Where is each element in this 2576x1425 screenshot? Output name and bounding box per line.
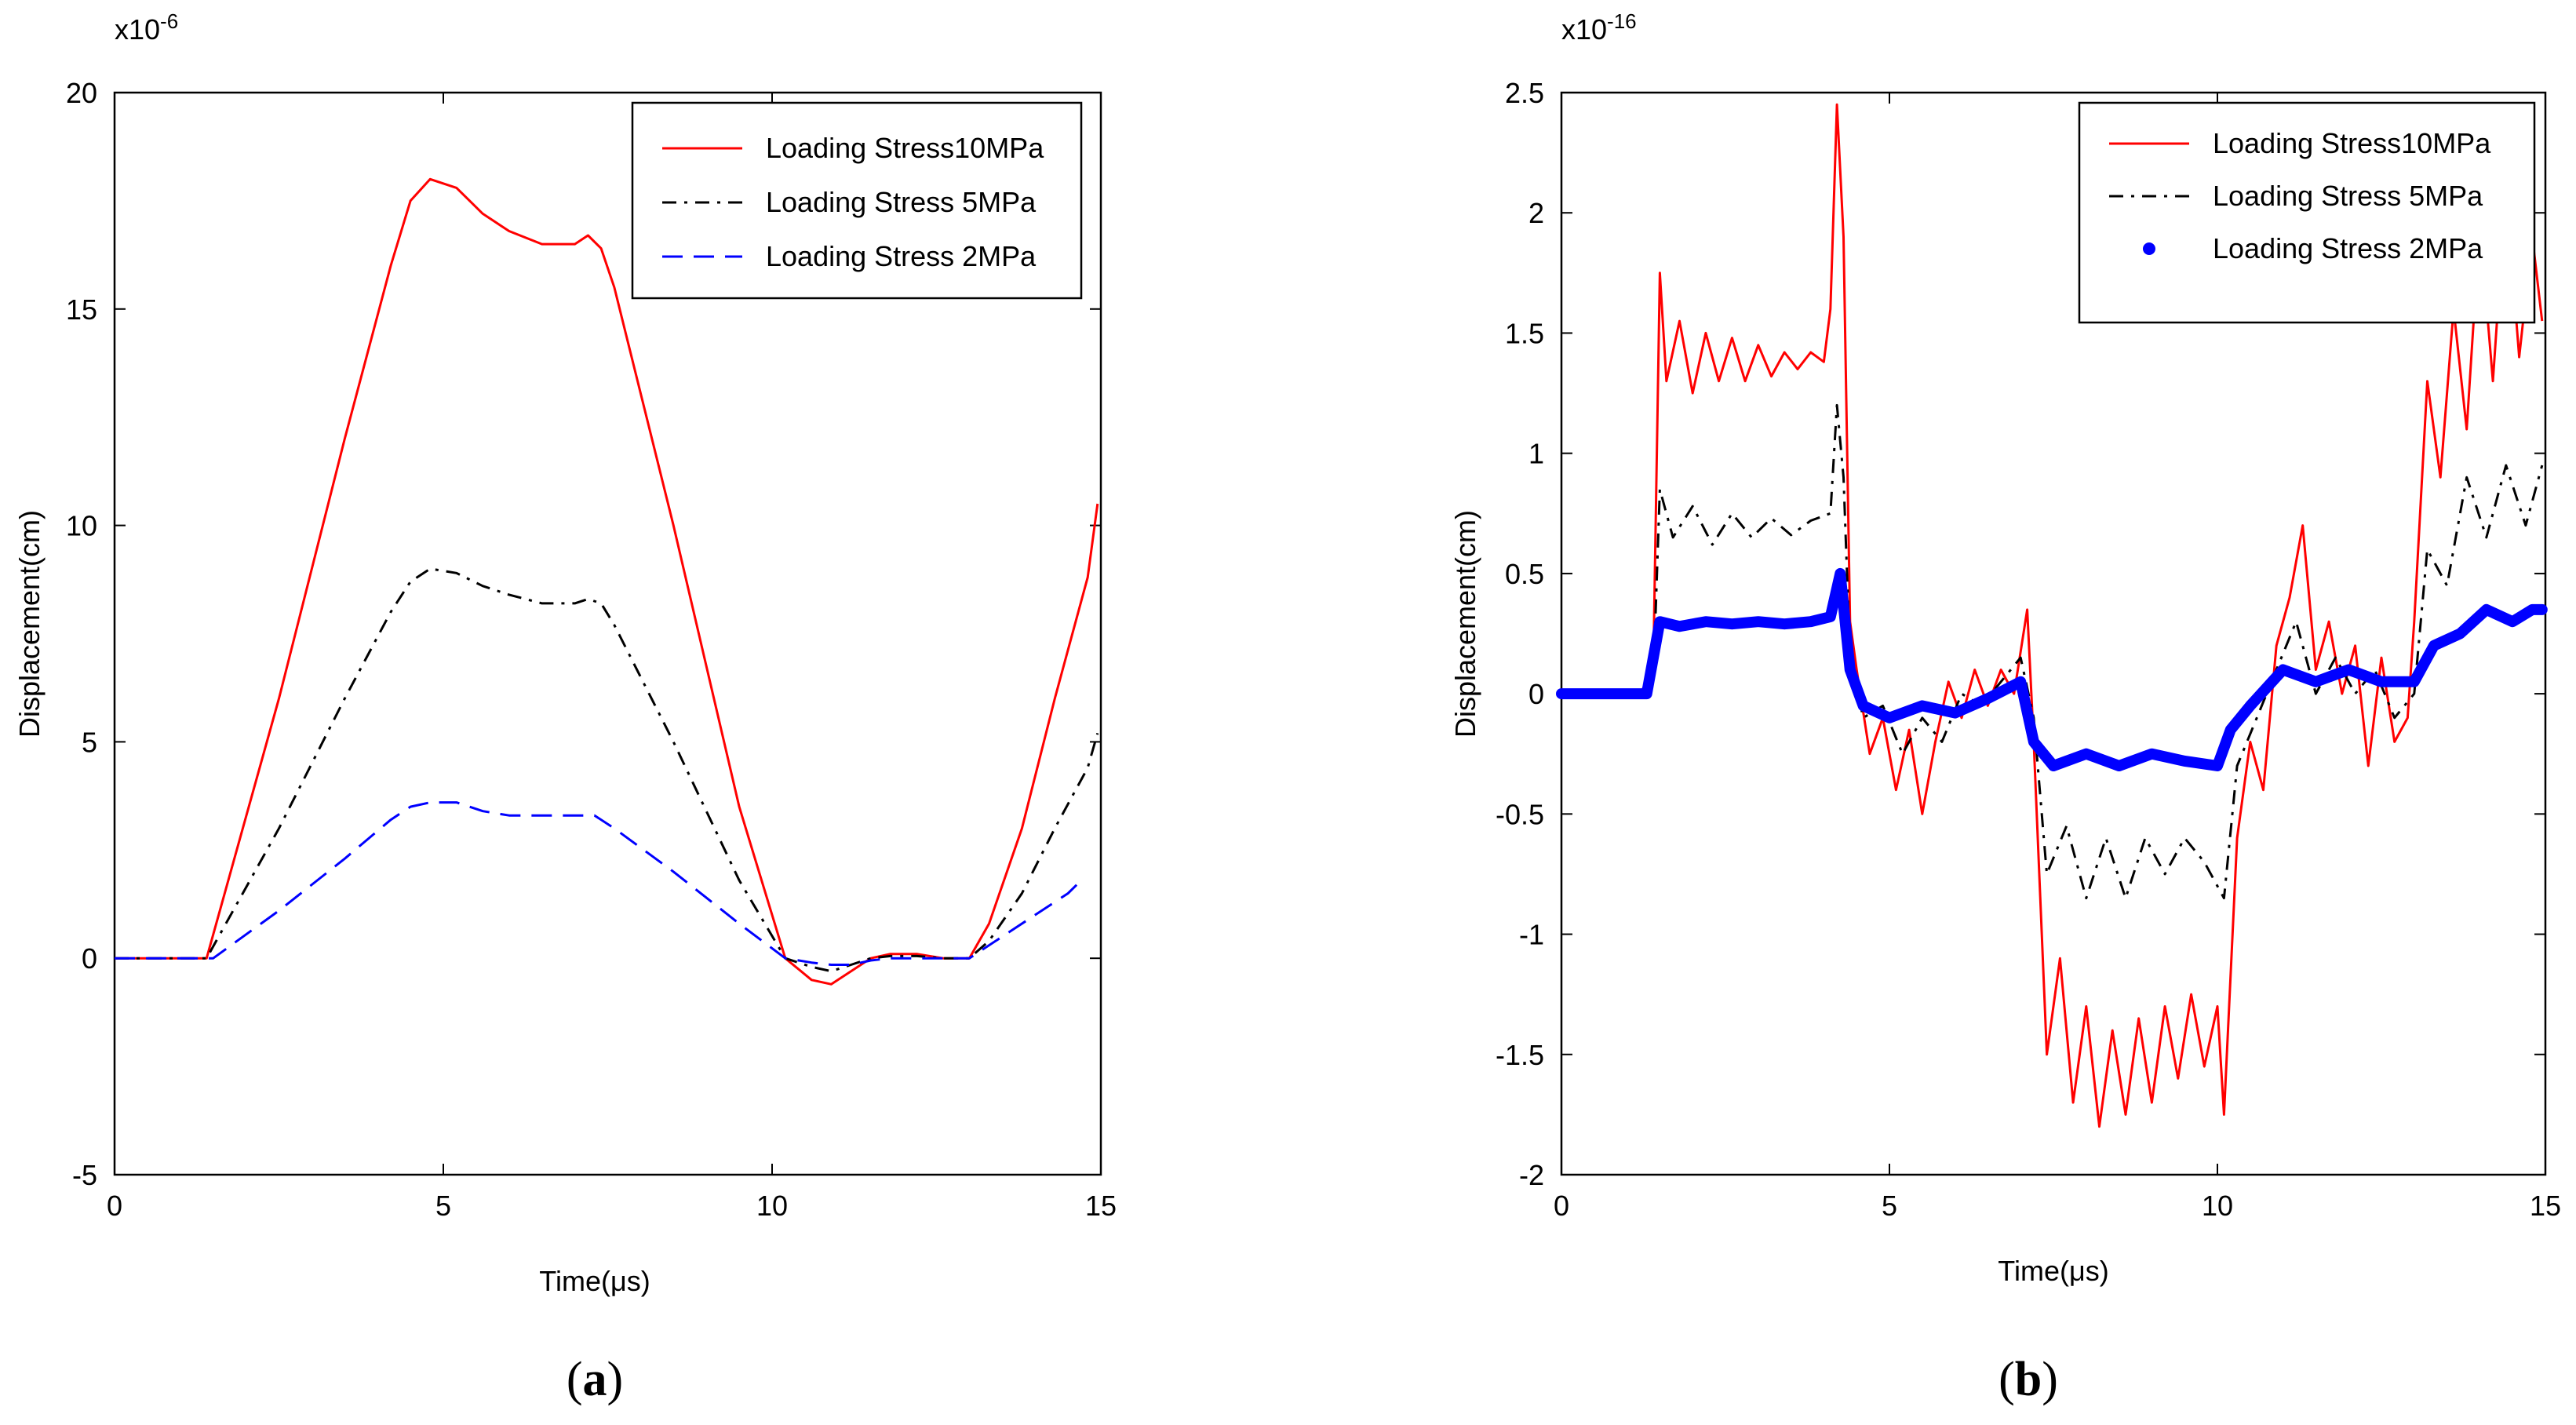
y-axis-label: Displacement(cm): [1449, 510, 1481, 738]
x-tick-label: 5: [435, 1190, 451, 1222]
y-exponent: x10-16: [1561, 9, 1637, 46]
y-tick-label: -0.5: [1496, 798, 1544, 830]
labels-layer: 0 5 10 15 -5 0 5 10 15 20: [66, 77, 1117, 1222]
legend-label: Loading Stress 5MPa: [2213, 180, 2483, 212]
y-tick-label: 2: [1528, 197, 1544, 229]
tick-marks: [1561, 92, 2546, 1175]
panel-label-a: (a): [567, 1353, 623, 1406]
y-tick-label: 5: [82, 726, 97, 758]
series-line-1: [1561, 103, 2544, 1128]
x-tick-label: 15: [1085, 1190, 1117, 1222]
x-tick-label: 15: [2530, 1190, 2561, 1222]
y-tick-label: 10: [66, 510, 97, 542]
x-tick-label: 10: [756, 1190, 788, 1222]
y-tick-label: 0.5: [1505, 558, 1544, 590]
labels-layer: 0 5 10 15 -2 -1.5 -1 -0.5 0 0.5 1 1.5 2 2.5: [1496, 77, 2561, 1222]
chart-panel-b: Loading Stress10MPa Loading Stress 5MPa Lo…: [1449, 9, 2561, 1406]
tick-marks: [114, 92, 1102, 1175]
y-axis-label: Displacement(cm): [13, 510, 46, 738]
x-tick-label: 10: [2202, 1190, 2233, 1222]
legend-label: Loading Stress 5MPa: [766, 186, 1037, 218]
y-tick-label: 1.5: [1505, 317, 1544, 349]
x-axis-label: Time(μs): [539, 1265, 650, 1297]
y-tick-label: 2.5: [1505, 77, 1544, 109]
legend-box: [2078, 101, 2536, 324]
legend-label: Loading Stress 2MPa: [766, 240, 1037, 272]
y-tick-label: 15: [66, 293, 97, 326]
y-tick-label: -2: [1519, 1159, 1544, 1191]
y-tick-label: -1: [1519, 919, 1544, 951]
x-tick-label: 5: [1882, 1190, 1897, 1222]
panel-label-b: (b): [1998, 1353, 2058, 1406]
legend-label: Loading Stress10MPa: [2213, 127, 2491, 159]
series-layer: [115, 177, 1099, 986]
legend-marker: [2143, 242, 2155, 255]
x-axis-label: Time(μs): [1998, 1255, 2108, 1287]
legend: Loading Stress10MPa Loading Stress 5MPa Lo…: [2078, 101, 2536, 324]
y-tick-label: 0: [82, 942, 97, 975]
legend-box: [631, 101, 1083, 300]
y-tick-label: -1.5: [1496, 1039, 1544, 1071]
y-tick-label: 20: [66, 77, 97, 109]
series-layer: [1556, 103, 2548, 1128]
chart-panel-a: Loading Stress10MPa Loading Stress 5MPa Lo…: [13, 9, 1117, 1406]
y-tick-label: 0: [1528, 678, 1544, 710]
legend: Loading Stress10MPa Loading Stress 5MPa Lo…: [631, 101, 1083, 300]
y-tick-label: -5: [72, 1159, 97, 1191]
y-exponent: x10-6: [115, 9, 178, 46]
series-line-3: [1556, 567, 2548, 771]
legend-label: Loading Stress10MPa: [766, 132, 1044, 164]
legend-label: Loading Stress 2MPa: [2213, 232, 2483, 264]
x-tick-label: 0: [107, 1190, 122, 1222]
y-tick-label: 1: [1528, 438, 1544, 470]
series-line-3: [115, 801, 1082, 966]
x-tick-label: 0: [1554, 1190, 1569, 1222]
